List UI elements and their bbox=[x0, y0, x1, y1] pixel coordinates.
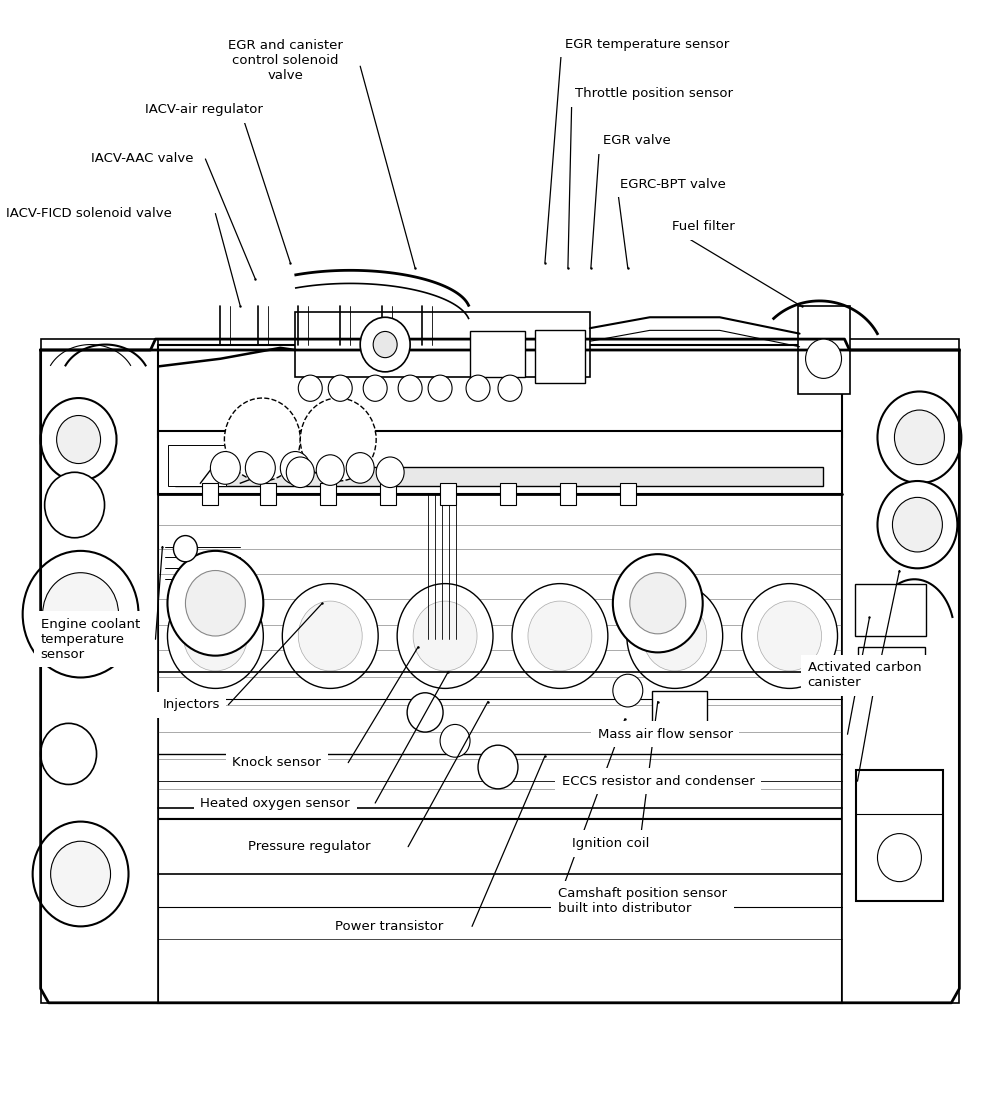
Bar bbox=[798, 306, 850, 393]
Bar bbox=[856, 771, 943, 902]
Bar bbox=[158, 820, 842, 1002]
Bar bbox=[855, 584, 926, 636]
Circle shape bbox=[627, 584, 723, 689]
Bar bbox=[168, 445, 226, 486]
Bar bbox=[535, 330, 585, 383]
Text: Activated carbon
canister: Activated carbon canister bbox=[808, 661, 921, 690]
Text: Camshaft position sensor
built into distributor: Camshaft position sensor built into dist… bbox=[558, 888, 727, 915]
Bar bbox=[158, 492, 842, 820]
Circle shape bbox=[316, 455, 344, 485]
Circle shape bbox=[245, 451, 275, 484]
Circle shape bbox=[512, 584, 608, 689]
Bar bbox=[470, 331, 525, 377]
Text: EGRC-BPT valve: EGRC-BPT valve bbox=[620, 177, 726, 190]
Circle shape bbox=[413, 601, 477, 671]
Circle shape bbox=[33, 822, 129, 927]
Circle shape bbox=[407, 693, 443, 732]
Circle shape bbox=[894, 410, 944, 465]
Circle shape bbox=[328, 375, 352, 401]
Text: Pressure regulator: Pressure regulator bbox=[248, 841, 371, 854]
Bar bbox=[440, 483, 456, 505]
Text: IACV-FICD solenoid valve: IACV-FICD solenoid valve bbox=[6, 207, 172, 220]
Circle shape bbox=[57, 415, 101, 463]
Bar bbox=[320, 483, 336, 505]
Circle shape bbox=[498, 375, 522, 401]
Bar bbox=[158, 344, 842, 437]
Bar bbox=[260, 483, 276, 505]
Circle shape bbox=[363, 375, 387, 401]
Circle shape bbox=[210, 451, 240, 484]
Circle shape bbox=[877, 391, 961, 483]
Text: Throttle position sensor: Throttle position sensor bbox=[575, 87, 733, 99]
Bar bbox=[500, 483, 516, 505]
Circle shape bbox=[298, 375, 322, 401]
Text: IACV-air regulator: IACV-air regulator bbox=[145, 104, 263, 116]
Circle shape bbox=[877, 834, 921, 882]
Bar bbox=[858, 647, 925, 691]
Circle shape bbox=[23, 551, 139, 678]
Circle shape bbox=[167, 551, 263, 656]
Text: Knock sensor: Knock sensor bbox=[232, 756, 321, 769]
Circle shape bbox=[183, 601, 247, 671]
Text: EGR valve: EGR valve bbox=[603, 134, 671, 146]
Circle shape bbox=[428, 375, 452, 401]
Text: Ignition coil: Ignition coil bbox=[572, 837, 649, 850]
Bar bbox=[652, 691, 707, 732]
Circle shape bbox=[41, 724, 97, 785]
Circle shape bbox=[224, 398, 300, 481]
Circle shape bbox=[346, 453, 374, 483]
Text: ECCS resistor and condenser: ECCS resistor and condenser bbox=[562, 775, 755, 788]
Bar bbox=[842, 339, 959, 1002]
Circle shape bbox=[528, 601, 592, 671]
Circle shape bbox=[398, 375, 422, 401]
Text: Mass air flow sensor: Mass air flow sensor bbox=[598, 728, 733, 741]
Circle shape bbox=[41, 398, 117, 481]
Bar bbox=[158, 431, 842, 494]
Circle shape bbox=[45, 472, 105, 538]
Circle shape bbox=[397, 584, 493, 689]
Bar bbox=[560, 483, 576, 505]
Circle shape bbox=[376, 457, 404, 487]
Bar bbox=[175, 467, 823, 486]
Text: EGR and canister
control solenoid
valve: EGR and canister control solenoid valve bbox=[228, 39, 343, 82]
Bar bbox=[620, 483, 636, 505]
Circle shape bbox=[298, 601, 362, 671]
Text: Injectors: Injectors bbox=[162, 698, 220, 712]
Text: IACV-AAC valve: IACV-AAC valve bbox=[91, 153, 193, 165]
Bar bbox=[380, 483, 396, 505]
Text: Engine coolant
temperature
sensor: Engine coolant temperature sensor bbox=[41, 618, 140, 661]
Circle shape bbox=[167, 584, 263, 689]
Circle shape bbox=[282, 584, 378, 689]
Circle shape bbox=[630, 573, 686, 634]
Circle shape bbox=[43, 573, 119, 656]
Circle shape bbox=[613, 554, 703, 653]
Circle shape bbox=[877, 481, 957, 568]
Circle shape bbox=[280, 451, 310, 484]
Circle shape bbox=[185, 571, 245, 636]
Circle shape bbox=[300, 398, 376, 481]
Circle shape bbox=[758, 601, 822, 671]
Circle shape bbox=[742, 584, 838, 689]
Bar bbox=[41, 339, 158, 1002]
Circle shape bbox=[892, 497, 942, 552]
Circle shape bbox=[806, 339, 842, 378]
Circle shape bbox=[613, 674, 643, 707]
Circle shape bbox=[51, 842, 111, 907]
Circle shape bbox=[440, 725, 470, 757]
Circle shape bbox=[360, 317, 410, 372]
Bar bbox=[295, 312, 590, 377]
Text: Heated oxygen sensor: Heated oxygen sensor bbox=[200, 797, 350, 810]
Circle shape bbox=[478, 745, 518, 789]
Bar bbox=[202, 483, 218, 505]
Circle shape bbox=[286, 457, 314, 487]
Text: Power transistor: Power transistor bbox=[335, 920, 443, 933]
Circle shape bbox=[643, 601, 707, 671]
Text: EGR temperature sensor: EGR temperature sensor bbox=[565, 38, 729, 51]
Circle shape bbox=[173, 536, 197, 562]
Circle shape bbox=[373, 331, 397, 357]
Circle shape bbox=[466, 375, 490, 401]
Text: Fuel filter: Fuel filter bbox=[672, 220, 735, 233]
